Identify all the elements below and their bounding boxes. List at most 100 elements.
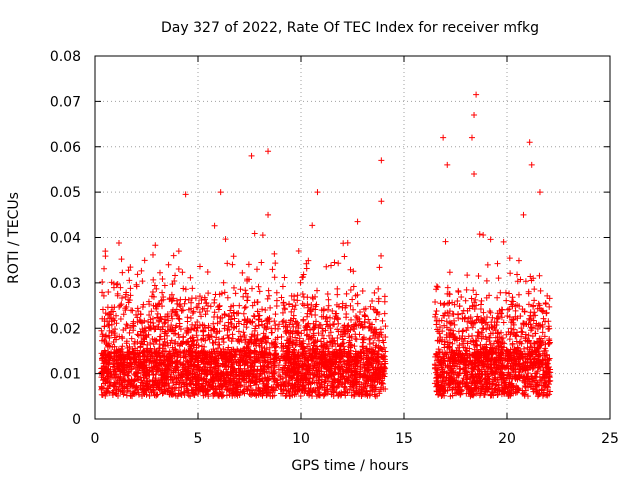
data-point <box>451 301 458 308</box>
data-point <box>377 326 384 333</box>
data-point <box>454 298 461 305</box>
data-point <box>335 320 342 327</box>
data-point <box>174 340 181 347</box>
data-point <box>334 291 341 298</box>
data-point <box>152 360 159 367</box>
data-point <box>129 383 136 390</box>
data-point <box>265 316 272 323</box>
data-point <box>241 332 248 339</box>
data-point <box>101 265 108 272</box>
data-point <box>234 337 241 344</box>
data-point <box>193 341 200 348</box>
data-point <box>227 316 234 323</box>
data-point <box>189 285 196 292</box>
data-point <box>104 343 111 350</box>
data-point <box>122 307 129 314</box>
data-point <box>169 391 176 398</box>
data-point <box>117 315 124 322</box>
data-point <box>182 353 189 360</box>
data-point <box>451 333 458 340</box>
data-point <box>280 323 287 330</box>
data-point <box>361 373 368 380</box>
data-point <box>102 253 109 260</box>
data-point <box>188 326 195 333</box>
data-point <box>287 327 294 334</box>
data-point <box>483 344 490 351</box>
data-point <box>191 390 198 397</box>
data-point <box>514 315 521 322</box>
data-point <box>353 379 360 386</box>
data-points <box>98 91 554 400</box>
data-point <box>306 392 313 399</box>
data-point <box>351 343 358 350</box>
data-point <box>454 311 461 318</box>
data-point <box>381 353 388 360</box>
data-point <box>334 326 341 333</box>
data-point <box>325 345 332 352</box>
data-point <box>272 344 279 351</box>
data-point <box>438 382 445 389</box>
data-point <box>382 386 389 393</box>
data-point <box>119 269 126 276</box>
data-point <box>287 359 294 366</box>
data-point <box>269 266 276 273</box>
data-point <box>183 348 190 355</box>
data-point <box>156 300 163 307</box>
data-point <box>524 365 531 372</box>
data-point <box>483 294 490 301</box>
data-point <box>498 344 505 351</box>
data-point <box>280 386 287 393</box>
data-point <box>201 305 208 312</box>
data-point <box>152 242 159 249</box>
data-point <box>122 291 129 298</box>
data-point <box>359 343 366 350</box>
data-point <box>217 315 224 322</box>
data-point <box>298 376 305 383</box>
data-point <box>130 318 137 325</box>
data-point <box>281 305 288 312</box>
data-point <box>304 324 311 331</box>
data-point <box>309 294 316 301</box>
data-point <box>286 380 293 387</box>
data-point <box>140 335 147 342</box>
data-point <box>180 349 187 356</box>
data-point <box>177 372 184 379</box>
data-point <box>175 265 182 272</box>
data-point <box>106 340 113 347</box>
data-point <box>123 392 130 399</box>
data-point <box>464 272 471 279</box>
data-point <box>354 389 361 396</box>
data-point <box>447 367 454 374</box>
data-point <box>101 323 108 330</box>
data-point <box>432 313 439 320</box>
data-point <box>469 324 476 331</box>
data-point <box>127 292 134 299</box>
data-point <box>462 314 469 321</box>
data-point <box>487 236 494 243</box>
data-point <box>136 317 143 324</box>
data-point <box>105 356 112 363</box>
data-point <box>359 336 366 343</box>
data-point <box>123 321 130 328</box>
data-point <box>497 289 504 296</box>
data-point <box>152 377 159 384</box>
data-point <box>287 317 294 324</box>
data-point <box>350 283 357 290</box>
data-point <box>337 343 344 350</box>
data-point <box>458 357 465 364</box>
data-point <box>186 379 193 386</box>
data-point <box>505 371 512 378</box>
data-point <box>536 305 543 312</box>
data-point <box>289 385 296 392</box>
data-point <box>512 333 519 340</box>
data-point <box>492 382 499 389</box>
data-point <box>356 372 363 379</box>
data-point <box>475 316 482 323</box>
data-point <box>476 379 483 386</box>
data-point <box>185 341 192 348</box>
data-point <box>236 302 243 309</box>
data-point <box>325 296 332 303</box>
data-point <box>109 391 116 398</box>
data-point <box>239 388 246 395</box>
data-point <box>466 358 473 365</box>
